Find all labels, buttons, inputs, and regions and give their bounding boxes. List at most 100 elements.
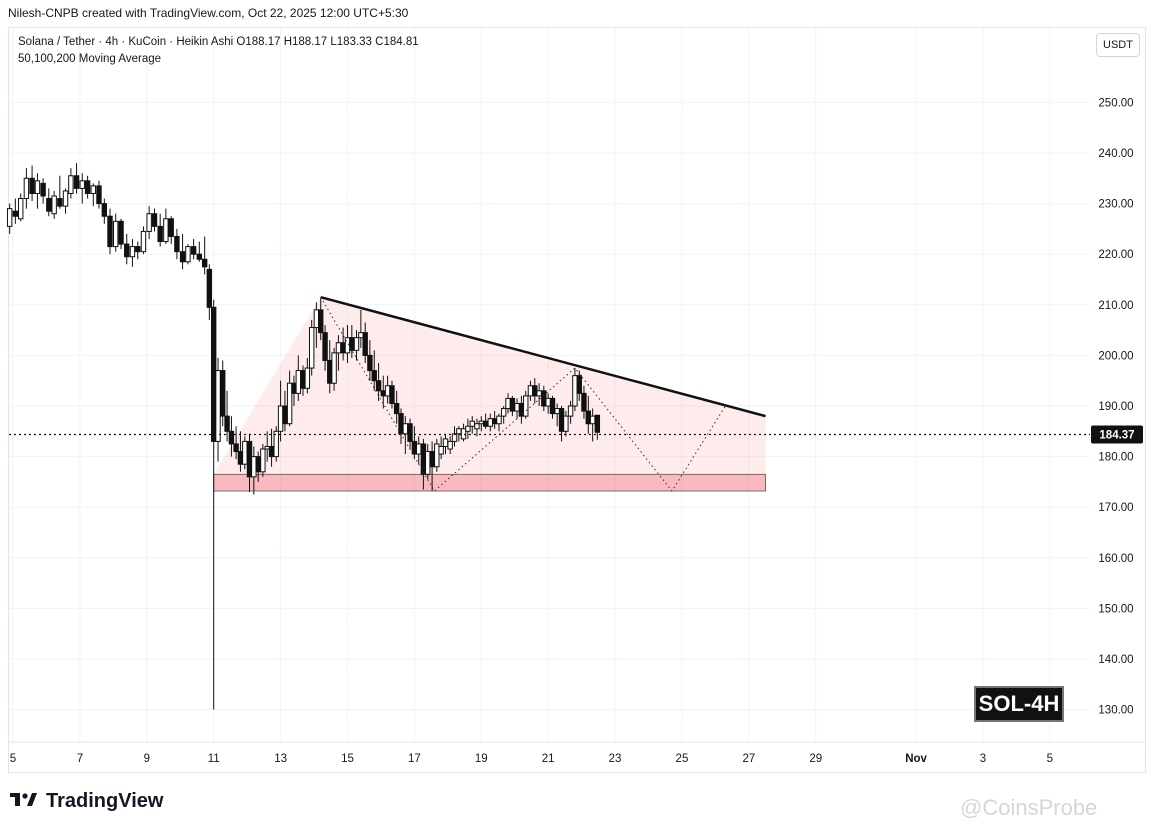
candle	[331, 347, 337, 391]
candle-body	[545, 397, 551, 407]
candle-body	[255, 456, 261, 473]
candle-body	[434, 443, 440, 468]
candle-body	[420, 443, 427, 475]
candle-body	[157, 225, 163, 243]
candle-body	[68, 175, 74, 194]
candle-body	[190, 246, 197, 255]
chart-attribution: Nilesh-CNPB created with TradingView.com…	[8, 6, 409, 20]
candle-body	[447, 440, 453, 450]
moving-average-legend[interactable]: 50,100,200 Moving Average	[18, 53, 162, 65]
candle-body	[585, 410, 591, 425]
candle	[434, 438, 440, 472]
candle-body	[532, 385, 538, 397]
candle-body	[62, 190, 69, 207]
candle	[57, 175, 63, 209]
candle-body	[268, 445, 275, 458]
x-axis-tick-label: 15	[341, 753, 354, 765]
candle-body	[304, 367, 311, 389]
symbol-badge: SOL-4H	[974, 686, 1064, 722]
candle-body	[206, 268, 213, 308]
candle	[146, 206, 152, 240]
candle-body	[40, 182, 46, 197]
chart-frame	[8, 27, 1146, 773]
candle	[233, 426, 239, 460]
resistance-trendline[interactable]	[320, 295, 766, 418]
candle-body	[536, 390, 542, 397]
candle-body	[496, 415, 502, 425]
y-axis-tick-label: 220.00	[1098, 249, 1133, 261]
candle-body	[313, 309, 320, 329]
candle	[523, 390, 529, 419]
candle-body	[220, 370, 226, 417]
candle	[353, 330, 360, 361]
tradingview-logo-text: TradingView	[46, 790, 164, 812]
candle	[62, 188, 69, 214]
candle-body	[246, 440, 253, 478]
candle-body	[112, 220, 119, 248]
x-axis-tick-label: Nov	[905, 753, 927, 765]
candle	[362, 322, 368, 363]
last-price-label: 184.37	[1099, 429, 1134, 441]
candle-body	[84, 180, 91, 194]
candle-body	[558, 408, 565, 432]
candle-body	[273, 430, 279, 458]
candle-body	[429, 451, 435, 468]
candle-body	[451, 433, 458, 442]
candle	[563, 411, 569, 437]
x-axis-tick-label: 13	[274, 753, 287, 765]
candle-body	[260, 448, 266, 473]
candle	[500, 406, 507, 424]
candle	[34, 173, 41, 209]
tradingview-logo[interactable]: TradingView	[10, 790, 163, 813]
candle	[163, 208, 169, 245]
candle-body	[318, 309, 324, 334]
x-axis: 5 7 9 11 13 15 17 19 21 23 25 27 29 Nov 3 5	[9, 741, 1146, 765]
candle-body	[129, 246, 136, 258]
candle-body	[282, 405, 288, 425]
candle-body	[322, 332, 328, 361]
candle-body	[411, 440, 418, 455]
candle	[112, 213, 119, 252]
y-axis-tick-label: 240.00	[1098, 148, 1133, 160]
x-axis-tick-label: 11	[208, 753, 220, 765]
candle	[308, 319, 315, 376]
candle	[101, 198, 108, 224]
projection-line[interactable]	[320, 296, 726, 492]
last-price-label-bg	[1091, 425, 1143, 444]
y-axis-tick-label: 140.00	[1098, 654, 1133, 666]
candlestick-series	[6, 163, 601, 710]
candle-body	[518, 402, 525, 417]
candle-body	[210, 306, 217, 442]
candle-body	[101, 203, 108, 217]
x-axis-tick-label: 17	[408, 753, 421, 765]
candle-body	[90, 185, 96, 194]
candle-body	[286, 382, 293, 425]
candle-body	[474, 423, 480, 430]
candle-body	[589, 415, 596, 425]
candle	[367, 340, 373, 381]
candle-body	[514, 402, 520, 412]
candle	[215, 357, 221, 462]
candle-body	[554, 408, 560, 415]
candle-body	[371, 370, 377, 382]
candle-body	[335, 342, 342, 354]
candle	[389, 380, 395, 409]
candle-body	[215, 370, 221, 442]
candle-body	[375, 380, 382, 392]
candle	[474, 418, 480, 437]
candle-body	[179, 251, 186, 263]
candle	[220, 360, 226, 427]
currency-button[interactable]: USDT	[1096, 33, 1140, 57]
y-axis-tick-label: 150.00	[1098, 603, 1133, 615]
candle	[68, 168, 74, 199]
candle-body	[174, 235, 180, 253]
x-axis-tick-label: 5	[1047, 753, 1053, 765]
candle-body	[295, 370, 302, 394]
candle	[140, 226, 147, 255]
chart-legend: Solana / Tether · 4h · KuCoin · Heikin A…	[18, 34, 419, 68]
candle	[260, 443, 266, 477]
candle	[322, 325, 328, 371]
y-axis-tick-label: 190.00	[1098, 401, 1133, 413]
x-axis-tick-label: 21	[542, 753, 555, 765]
